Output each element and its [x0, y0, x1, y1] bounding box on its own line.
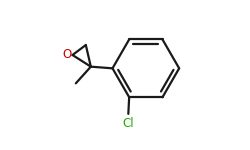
- Text: O: O: [62, 48, 72, 62]
- Text: Cl: Cl: [122, 117, 134, 130]
